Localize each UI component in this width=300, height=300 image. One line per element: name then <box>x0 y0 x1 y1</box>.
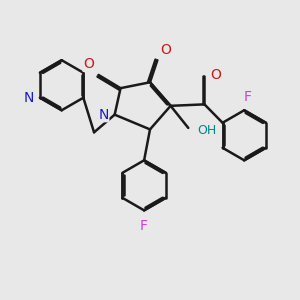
Text: F: F <box>140 219 148 232</box>
Text: F: F <box>243 90 251 104</box>
Text: O: O <box>210 68 221 82</box>
Text: OH: OH <box>198 124 217 137</box>
Text: N: N <box>23 91 34 105</box>
Text: N: N <box>98 108 109 122</box>
Text: O: O <box>83 57 94 71</box>
Text: O: O <box>160 43 171 57</box>
